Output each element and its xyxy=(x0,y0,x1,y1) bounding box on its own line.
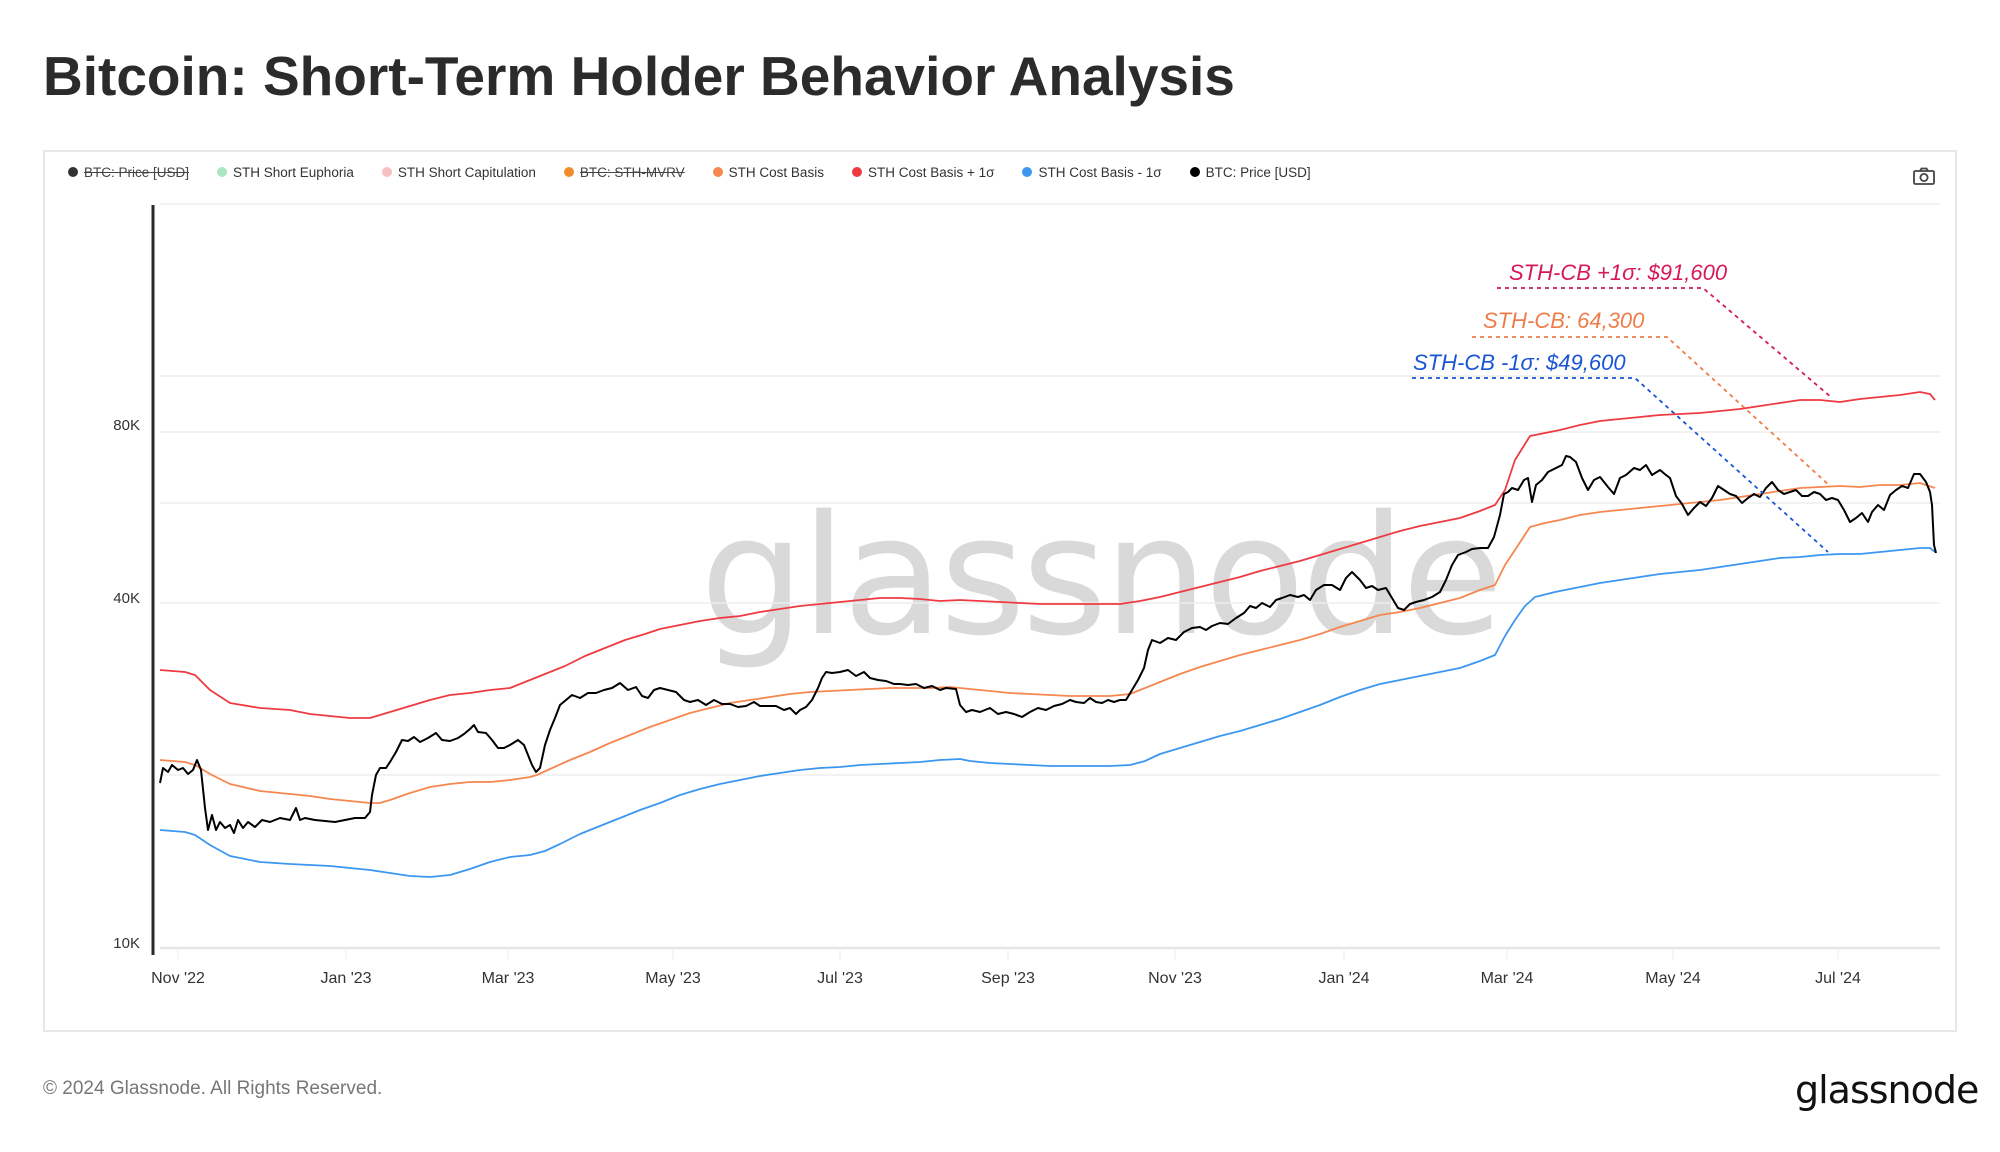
x-tick-label: Mar '24 xyxy=(1480,970,1534,987)
x-tick-label: Nov '23 xyxy=(1148,970,1202,987)
x-tick-label: Jul '23 xyxy=(817,970,863,987)
legend-dot-icon xyxy=(381,167,392,177)
legend-label: STH Short Euphoria xyxy=(233,164,354,180)
legend-item-sth-short-euphoria[interactable]: STH Short Euphoria xyxy=(217,165,354,180)
legend-dot-icon xyxy=(712,167,723,177)
legend-dot-icon xyxy=(217,167,228,177)
legend-label: STH Cost Basis - 1σ xyxy=(1038,164,1162,180)
legend-item-sth-short-capitulation[interactable]: STH Short Capitulation xyxy=(381,164,536,180)
annotation-leader-minus-1sd xyxy=(1412,377,1829,553)
glassnode-watermark: glassnode xyxy=(700,480,1503,672)
legend-label: BTC: Price [USD] xyxy=(84,164,190,180)
legend-item-btc-price[interactable]: BTC: Price [USD] xyxy=(1189,164,1311,180)
series-sth-cost-basis xyxy=(159,482,1936,804)
chart-panel xyxy=(43,150,1957,1032)
x-tick-label: Nov '22 xyxy=(151,970,205,987)
x-tick-label: Sep '23 xyxy=(981,970,1035,987)
series-btc-price xyxy=(159,455,1937,834)
footer-copyright: © 2024 Glassnode. All Rights Reserved. xyxy=(43,1078,383,1099)
annotation-leader-plus-1sd xyxy=(1497,287,1833,399)
x-tick-marks xyxy=(177,948,1839,960)
annotation-sth-cb-minus-1sd: STH-CB -1σ: $49,600 xyxy=(1413,350,1626,375)
legend-item-btc-sth-mvrv[interactable]: BTC: STH-MVRV xyxy=(563,164,685,180)
x-tick-label: Jul '24 xyxy=(1815,970,1861,987)
x-tick-label: May '23 xyxy=(645,970,701,987)
legend-item-sth-cost-basis-minus-1sd[interactable]: STH Cost Basis - 1σ xyxy=(1022,164,1162,180)
legend-label: BTC: Price [USD] xyxy=(1205,164,1311,180)
x-tick-label: Jan '23 xyxy=(320,970,372,987)
series-sth-cb-minus-1sd xyxy=(159,547,1936,878)
chart-legend: BTC: Price [USD] STH Short Euphoria STH … xyxy=(68,162,1339,182)
annotation-sth-cb: STH-CB: 64,300 xyxy=(1483,308,1645,333)
legend-label: BTC: STH-MVRV xyxy=(579,164,685,180)
legend-label: STH Cost Basis xyxy=(728,164,824,180)
x-tick-label: Mar '23 xyxy=(481,970,535,987)
legend-label: STH Short Capitulation xyxy=(397,164,536,180)
series-sth-cb-plus-1sd xyxy=(159,391,1936,719)
legend-label: STH Cost Basis + 1σ xyxy=(867,164,995,180)
glassnode-logo: glassnode xyxy=(1795,1068,1979,1112)
legend-item-sth-cost-basis[interactable]: STH Cost Basis xyxy=(712,164,824,180)
camera-icon[interactable] xyxy=(1912,166,1936,186)
legend-dot-icon xyxy=(1189,167,1200,177)
legend-item-btc-price-hidden[interactable]: BTC: Price [USD] xyxy=(68,165,189,180)
annotation-leader-cost-basis xyxy=(1472,336,1831,487)
y-tick-label-10k: 10K xyxy=(113,935,140,952)
legend-dot-icon xyxy=(851,167,862,177)
page-title: Bitcoin: Short-Term Holder Behavior Anal… xyxy=(43,45,1235,107)
legend-dot-icon xyxy=(563,167,574,177)
legend-dot-icon xyxy=(1022,167,1033,177)
legend-item-sth-cost-basis-plus-1sd[interactable]: STH Cost Basis + 1σ xyxy=(851,164,995,180)
x-tick-label: Jan '24 xyxy=(1318,970,1370,987)
y-tick-label-40k: 40K xyxy=(113,590,140,607)
gridlines xyxy=(160,203,1940,776)
y-tick-label-80k: 80K xyxy=(113,417,140,434)
x-tick-label: May '24 xyxy=(1645,970,1701,987)
annotation-sth-cb-plus-1sd: STH-CB +1σ: $91,600 xyxy=(1509,260,1728,285)
legend-dot-icon xyxy=(68,167,78,177)
